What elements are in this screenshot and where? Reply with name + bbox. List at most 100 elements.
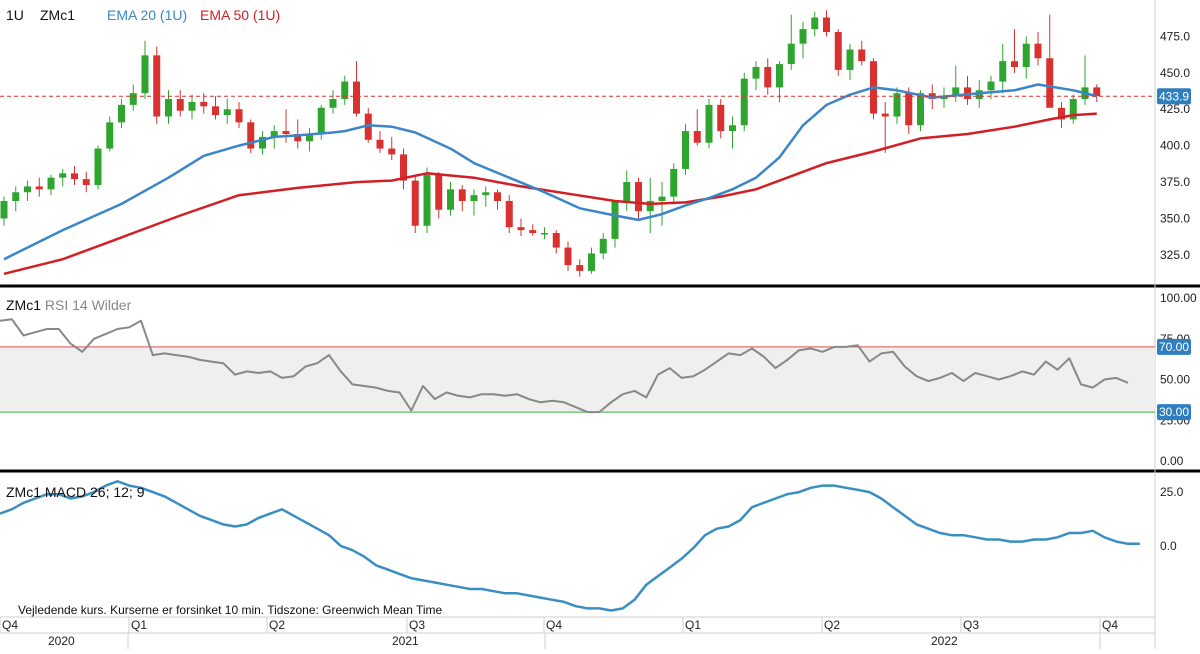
candle-down <box>564 247 572 266</box>
candle-up <box>1069 99 1077 120</box>
candle-up <box>799 29 807 44</box>
candle-up <box>118 104 125 123</box>
candle-up <box>306 133 313 142</box>
macd-symbol: ZMc1 <box>6 484 41 500</box>
candle-up <box>705 104 713 143</box>
rsi-line <box>0 318 1129 414</box>
x-quarter-label: Q4 <box>2 618 18 632</box>
candle-down <box>1034 43 1042 59</box>
ema20-label: EMA 20 <box>107 7 157 23</box>
price-y-tick: 400.0 <box>1160 139 1190 153</box>
ema50-legend[interactable]: EMA 50 (1U) <box>200 7 280 23</box>
last-price-label: 433.9 <box>1159 89 1189 103</box>
candle-up <box>141 55 149 94</box>
candle-up <box>588 253 595 271</box>
x-quarter-label: Q2 <box>824 618 840 632</box>
candle-up <box>682 131 689 169</box>
candle-down <box>458 189 466 201</box>
candle-down <box>282 131 290 134</box>
candle-down <box>35 186 43 190</box>
ema50-line <box>3 112 1097 276</box>
rsi-lower-label: 30.00 <box>1159 405 1189 419</box>
ema50-interval: (1U) <box>252 7 281 23</box>
candle-down <box>294 133 302 142</box>
candle-up <box>94 148 102 185</box>
candle-down <box>834 32 842 70</box>
candle-down <box>212 106 219 116</box>
candle-up <box>270 131 278 137</box>
candle-down <box>881 113 889 117</box>
candle-up <box>470 195 478 201</box>
candle-up <box>623 182 631 201</box>
price-y-tick: 350.0 <box>1160 211 1190 225</box>
candle-down <box>576 265 584 271</box>
ema20-legend[interactable]: EMA 20 (1U) <box>107 7 187 23</box>
macd-legend[interactable]: ZMc1 MACD 26; 12; 9 <box>6 484 145 500</box>
candle-up <box>223 109 231 116</box>
candle-down <box>376 139 384 149</box>
candle-up <box>482 192 490 196</box>
candle-up <box>106 122 114 149</box>
candle-up <box>999 61 1007 82</box>
symbol-label[interactable]: ZMc1 <box>40 7 75 23</box>
candle-up <box>740 78 748 126</box>
x-quarter-label: Q1 <box>131 618 147 632</box>
x-quarter-label: Q3 <box>963 618 979 632</box>
candle-down <box>494 192 501 201</box>
candle-down <box>552 233 560 248</box>
candle-down <box>353 81 360 114</box>
macd-title: MACD 26; 12; 9 <box>44 484 145 500</box>
candle-down <box>505 200 513 228</box>
x-quarter-label: Q2 <box>269 618 285 632</box>
candle-up <box>541 233 548 235</box>
candle-up <box>893 93 901 117</box>
macd-line <box>0 480 1140 612</box>
rsi-band-fill <box>0 346 1155 413</box>
candle-up <box>188 101 196 111</box>
rsi-legend[interactable]: ZMc1 RSI 14 Wilder <box>6 297 131 313</box>
candle-up <box>646 200 654 212</box>
candle-down <box>717 104 725 132</box>
candle-down <box>693 131 701 143</box>
price-y-tick: 375.0 <box>1160 175 1190 189</box>
ema20-line <box>3 83 1098 261</box>
candle-down <box>1011 61 1018 67</box>
candle-down <box>1058 107 1065 120</box>
candle-down <box>247 122 255 149</box>
candle-up <box>47 177 55 190</box>
rsi-y-tick: 0.00 <box>1160 454 1184 468</box>
x-quarter-label: Q4 <box>1102 618 1118 632</box>
candle-up <box>0 200 8 219</box>
candle-up <box>12 192 20 201</box>
delay-disclaimer: Vejledende kurs. Kurserne er forsinket 1… <box>18 603 443 617</box>
candle-up <box>129 93 137 105</box>
candle-up <box>917 93 924 126</box>
candle-down <box>435 174 443 210</box>
candle-down <box>411 180 419 226</box>
candle-up <box>341 81 349 100</box>
candle-up <box>447 189 454 210</box>
candle-up <box>658 196 666 201</box>
candle-up <box>670 168 678 197</box>
candle-up <box>317 107 325 134</box>
x-year-label: 2020 <box>48 634 75 648</box>
candle-up <box>329 99 337 108</box>
rsi-y-tick: 100.00 <box>1160 291 1197 305</box>
candle-up <box>729 125 736 132</box>
candle-down <box>905 93 913 126</box>
candle-down <box>823 17 830 33</box>
candle-up <box>846 49 854 70</box>
rsi-title: RSI 14 Wilder <box>44 297 132 313</box>
price-y-tick: 425.0 <box>1160 102 1190 116</box>
rsi-y-tick: 50.00 <box>1160 373 1190 387</box>
candle-down <box>71 173 78 180</box>
candle-down <box>858 49 866 62</box>
candle-up <box>1022 43 1030 67</box>
interval-label[interactable]: 1U <box>6 7 24 23</box>
candle-down <box>153 55 161 117</box>
rsi-upper-label: 70.00 <box>1159 340 1189 354</box>
candle-down <box>764 66 772 88</box>
candle-up <box>787 43 795 65</box>
